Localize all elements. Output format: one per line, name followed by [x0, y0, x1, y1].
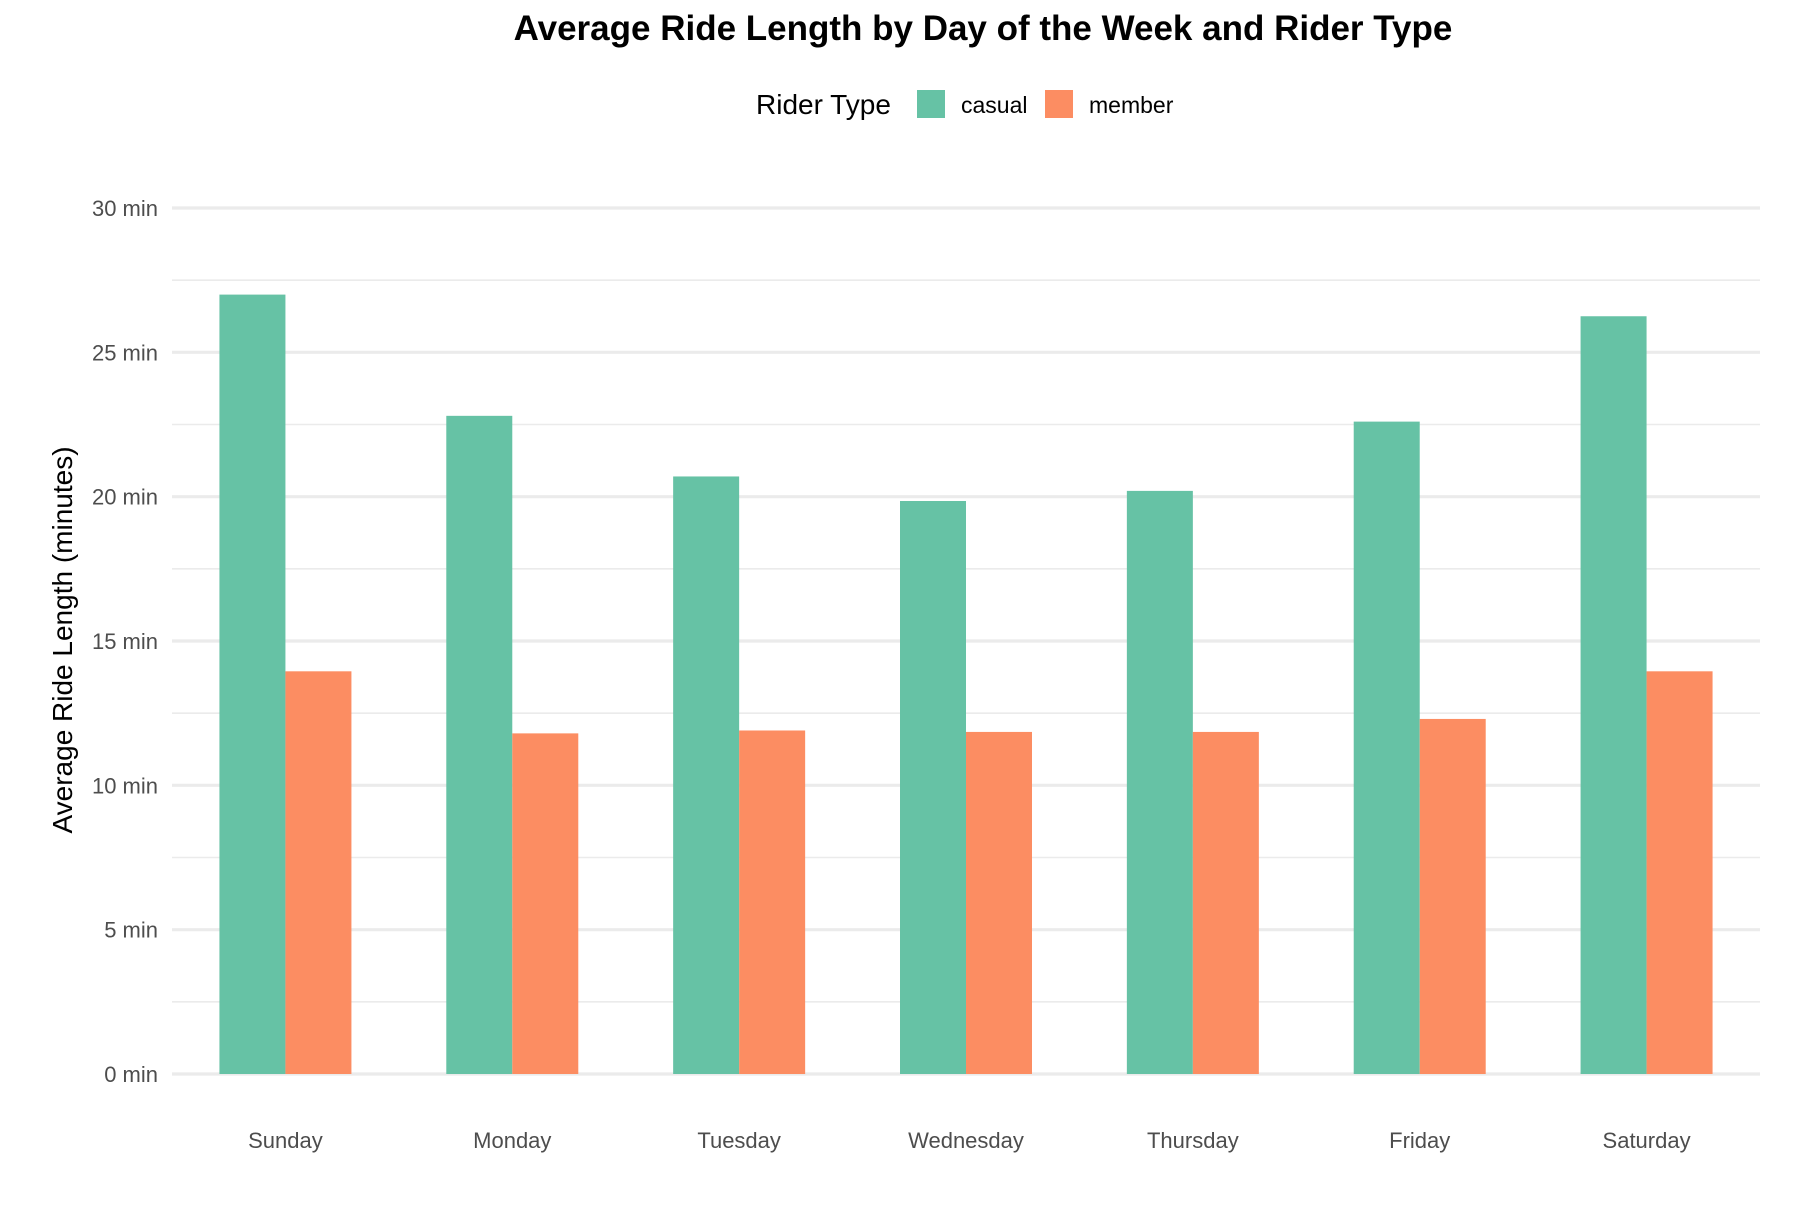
legend-swatch-member [1045, 90, 1073, 118]
legend-label-casual: casual [961, 92, 1027, 118]
bars [219, 294, 1713, 1075]
legend-swatch-casual [917, 90, 945, 118]
x-tick-label: Saturday [1603, 1128, 1691, 1153]
bar-member-wednesday [966, 731, 1032, 1074]
y-tick-label: 25 min [92, 340, 158, 365]
bar-member-tuesday [739, 730, 806, 1074]
bar-casual-monday [446, 415, 513, 1075]
x-tick-label: Monday [473, 1128, 551, 1153]
chart-title: Average Ride Length by Day of the Week a… [514, 9, 1453, 48]
y-axis: 0 min 5 min 10 min 15 min 20 min 25 min 30 min [92, 196, 158, 1087]
x-axis: Sunday Monday Tuesday Wednesday Thursday Frid… [248, 1128, 1690, 1153]
bar-casual-wednesday [900, 500, 966, 1074]
y-tick-label: 15 min [92, 629, 158, 654]
y-tick-label: 30 min [92, 196, 158, 221]
legend: Rider Type casual member [756, 89, 1174, 120]
bar-member-monday [512, 733, 579, 1074]
x-tick-label: Thursday [1147, 1128, 1239, 1153]
bar-casual-tuesday [673, 476, 740, 1075]
bar-casual-saturday [1580, 316, 1647, 1074]
legend-title: Rider Type [756, 89, 891, 120]
x-tick-label: Sunday [248, 1128, 323, 1153]
x-tick-label: Friday [1389, 1128, 1450, 1153]
y-tick-label: 0 min [104, 1062, 158, 1087]
bar-member-thursday [1192, 731, 1259, 1074]
bar-casual-sunday [219, 294, 286, 1075]
y-tick-label: 10 min [92, 773, 158, 798]
y-axis-title: Average Ride Length (minutes) [47, 446, 78, 833]
bar-member-sunday [285, 671, 352, 1074]
bar-casual-thursday [1126, 490, 1193, 1075]
bar-member-friday [1419, 718, 1486, 1074]
bar-casual-friday [1353, 421, 1420, 1074]
bar-member-saturday [1646, 671, 1713, 1074]
y-tick-label: 5 min [104, 918, 158, 943]
x-tick-label: Tuesday [697, 1128, 781, 1153]
legend-label-member: member [1089, 92, 1174, 118]
x-tick-label: Wednesday [908, 1128, 1024, 1153]
y-tick-label: 20 min [92, 485, 158, 510]
